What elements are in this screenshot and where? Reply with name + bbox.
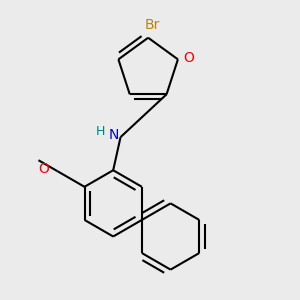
Text: O: O: [38, 162, 49, 176]
Text: O: O: [183, 50, 194, 64]
Text: N: N: [109, 128, 119, 142]
Text: Br: Br: [144, 18, 160, 32]
Text: H: H: [96, 125, 105, 138]
